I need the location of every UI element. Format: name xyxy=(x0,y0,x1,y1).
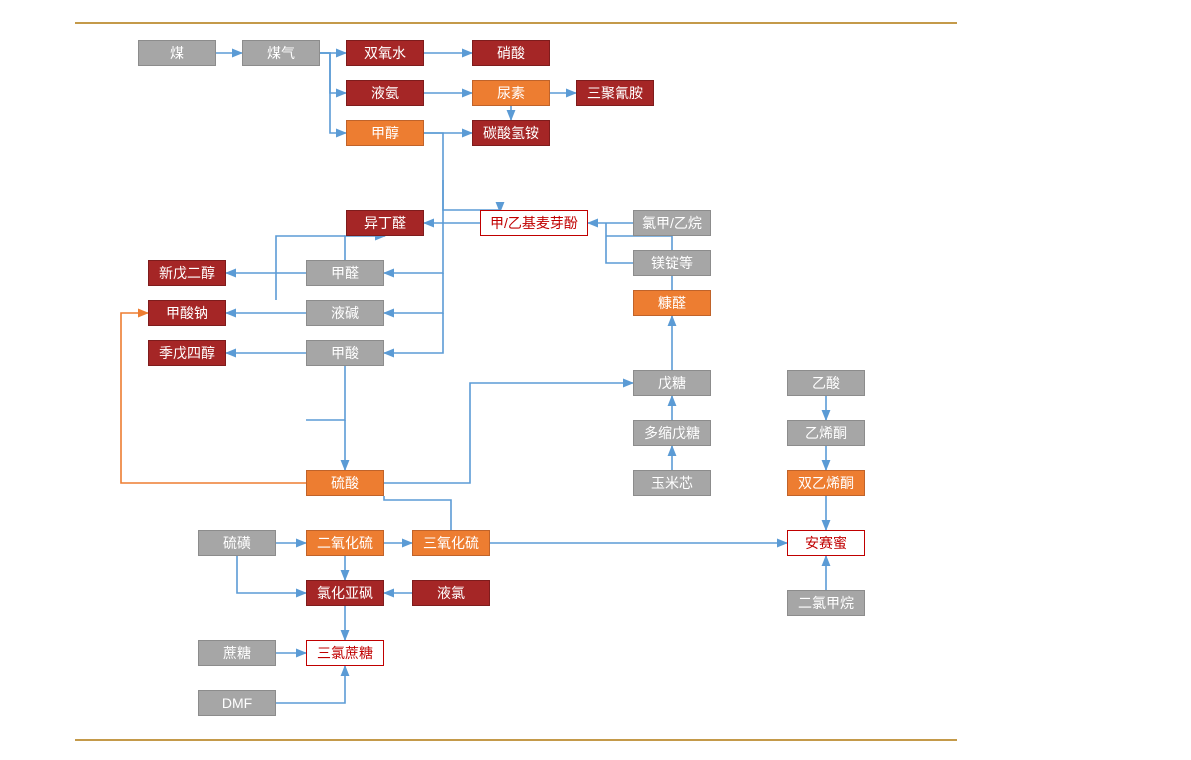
node-nh4hco3: 碳酸氢铵 xyxy=(472,120,550,146)
node-mgetc: 镁锭等 xyxy=(633,250,711,276)
node-meoh: 甲醇 xyxy=(346,120,424,146)
node-polyxylose: 多缩戊糖 xyxy=(633,420,711,446)
node-urea: 尿素 xyxy=(472,80,550,106)
node-isobutyral: 异丁醛 xyxy=(346,210,424,236)
node-maltol: 甲/乙基麦芽酚 xyxy=(480,210,588,236)
node-aceticacid: 乙酸 xyxy=(787,370,865,396)
node-penta: 季戊四醇 xyxy=(148,340,226,366)
node-h2so4: 硫酸 xyxy=(306,470,384,496)
node-naoh: 液碱 xyxy=(306,300,384,326)
frame-top xyxy=(75,22,957,24)
node-diketene: 双乙烯酮 xyxy=(787,470,865,496)
diagram-canvas: 煤煤气双氧水液氨甲醇 硝酸尿素碳酸氢铵三聚氰胺甲/乙基麦芽酚 异丁醛 氯甲/乙烷镁锭等… xyxy=(0,0,1191,760)
edges-layer xyxy=(0,0,1191,760)
node-cl2: 液氯 xyxy=(412,580,490,606)
node-naformate: 甲酸钠 xyxy=(148,300,226,326)
node-dmf: DMF xyxy=(198,690,276,716)
node-hno3: 硝酸 xyxy=(472,40,550,66)
node-melamine: 三聚氰胺 xyxy=(576,80,654,106)
node-hcho: 甲醛 xyxy=(306,260,384,286)
node-so3: 三氧化硫 xyxy=(412,530,490,556)
node-coalgas: 煤气 xyxy=(242,40,320,66)
node-sucrose: 蔗糖 xyxy=(198,640,276,666)
node-hcooh: 甲酸 xyxy=(306,340,384,366)
node-corncob: 玉米芯 xyxy=(633,470,711,496)
node-dcm: 二氯甲烷 xyxy=(787,590,865,616)
node-npg: 新戊二醇 xyxy=(148,260,226,286)
node-ketene: 乙烯酮 xyxy=(787,420,865,446)
node-sucralose: 三氯蔗糖 xyxy=(306,640,384,666)
node-clmeet: 氯甲/乙烷 xyxy=(633,210,711,236)
node-coal: 煤 xyxy=(138,40,216,66)
node-nh3: 液氨 xyxy=(346,80,424,106)
node-socl2: 氯化亚砜 xyxy=(306,580,384,606)
node-so2: 二氧化硫 xyxy=(306,530,384,556)
node-aceK: 安赛蜜 xyxy=(787,530,865,556)
node-furfural: 糠醛 xyxy=(633,290,711,316)
frame-bottom xyxy=(75,739,957,741)
node-xylose: 戊糖 xyxy=(633,370,711,396)
node-sulfur: 硫磺 xyxy=(198,530,276,556)
node-h2o2: 双氧水 xyxy=(346,40,424,66)
